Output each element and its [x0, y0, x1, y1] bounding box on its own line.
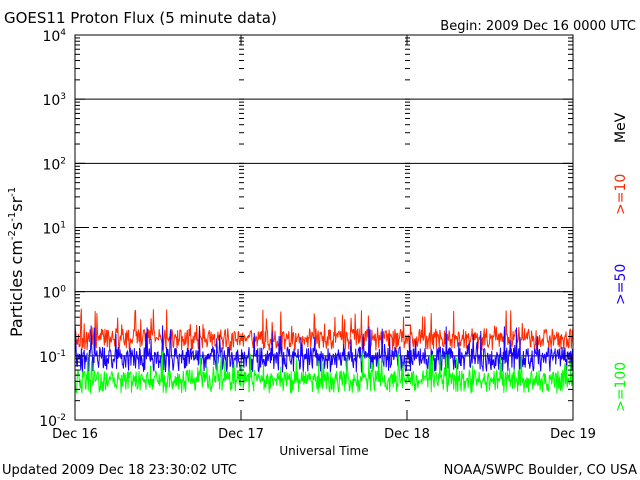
- series-layer: [74, 308, 574, 394]
- y-axis-label-sup2: -1: [7, 212, 18, 222]
- y-tick-label: 10-2: [39, 413, 66, 430]
- legend-ge50: >=50: [613, 264, 629, 305]
- y-axis-label-sup1: -2: [7, 230, 18, 240]
- y-tick-base: 10: [42, 93, 60, 109]
- series-line-ge50: [74, 325, 574, 374]
- legend-ge10: >=10: [613, 174, 629, 215]
- y-tick-exp: 4: [60, 28, 66, 38]
- series-line-ge100: [74, 351, 574, 394]
- chart-title: GOES11 Proton Flux (5 minute data): [4, 9, 277, 27]
- y-axis-label-mid2: sr: [7, 196, 26, 211]
- y-tick-exp: 1: [60, 221, 66, 231]
- y-tick-label: 104: [42, 28, 66, 45]
- y-tick-base: 10: [39, 414, 57, 430]
- tick-marks: [74, 35, 574, 421]
- x-axis-label: Universal Time: [279, 444, 368, 458]
- energy-unit-label: MeV: [613, 112, 629, 143]
- series-line-ge10: [74, 308, 574, 352]
- y-tick-exp: -2: [57, 413, 66, 423]
- y-axis-label-sup3: -1: [7, 187, 18, 197]
- x-tick-labels: Dec 16 Dec 17 Dec 18 Dec 19: [52, 427, 596, 442]
- y-tick-base: 10: [42, 286, 60, 302]
- updated-label: Updated 2009 Dec 18 23:30:02 UTC: [2, 463, 237, 478]
- source-label: NOAA/SWPC Boulder, CO USA: [444, 463, 637, 478]
- begin-label: Begin: 2009 Dec 16 0000 UTC: [440, 19, 636, 34]
- y-tick-base: 10: [39, 350, 57, 366]
- y-tick-base: 10: [42, 157, 60, 173]
- y-tick-label: 10-1: [39, 349, 66, 366]
- y-tick-base: 10: [42, 222, 60, 238]
- y-tick-label: 101: [42, 221, 66, 238]
- y-tick-base: 10: [42, 29, 60, 45]
- y-tick-label: 102: [42, 156, 66, 173]
- y-tick-exp: 2: [60, 156, 66, 166]
- y-tick-exp: -1: [57, 349, 66, 359]
- y-axis-label: Particles cm-2s-1sr-1: [7, 187, 26, 337]
- grid-lines: [75, 98, 573, 357]
- x-tick-label: Dec 17: [218, 427, 264, 442]
- x-tick-label: Dec 18: [384, 427, 430, 442]
- y-axis-label-main: Particles cm: [7, 240, 26, 337]
- y-tick-label: 103: [42, 92, 66, 109]
- y-tick-exp: 3: [60, 92, 66, 102]
- x-tick-label: Dec 19: [550, 427, 596, 442]
- legend-ge100: >=100: [613, 362, 629, 412]
- y-tick-label: 100: [42, 285, 66, 302]
- y-axis-label-mid1: s: [7, 222, 26, 230]
- x-tick-label: Dec 16: [52, 427, 98, 442]
- y-tick-exp: 0: [60, 285, 66, 295]
